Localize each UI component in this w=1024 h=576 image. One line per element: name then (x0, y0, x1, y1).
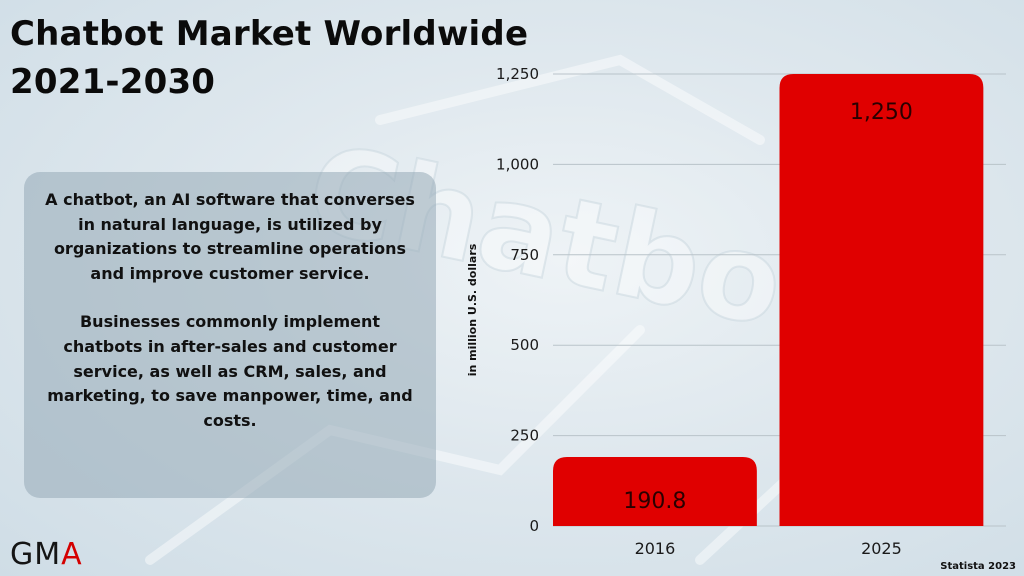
y-tick-label: 750 (510, 246, 539, 264)
bar-2016 (553, 457, 757, 526)
info-paragraph-2: Businesses commonly implement chatbots i… (47, 312, 413, 430)
y-axis-label: in million U.S. dollars (466, 243, 479, 376)
page-title: Chatbot Market Worldwide 2021-2030 (10, 10, 528, 106)
y-tick-label: 1,000 (496, 155, 539, 173)
y-tick-label: 250 (510, 427, 539, 445)
bar-value-label: 190.8 (623, 489, 686, 514)
y-tick-label: 500 (510, 336, 539, 354)
x-tick-label: 2016 (635, 539, 676, 558)
info-box: A chatbot, an AI software that converses… (24, 172, 436, 498)
x-tick-label: 2025 (861, 539, 902, 558)
y-tick-label: 1,250 (496, 65, 539, 83)
title-line-1: Chatbot Market Worldwide (10, 14, 529, 54)
logo-mark: A (61, 537, 83, 572)
title-line-2: 2021-2030 (10, 62, 216, 102)
source-credit: Statista 2023 (940, 561, 1016, 572)
bar-value-label: 1,250 (850, 100, 913, 125)
bar-2025 (779, 74, 984, 526)
gma-logo: GMA (10, 538, 83, 572)
y-tick-label: 0 (529, 517, 539, 535)
info-paragraph-1: A chatbot, an AI software that converses… (45, 190, 415, 283)
logo-text: GM (10, 537, 62, 572)
